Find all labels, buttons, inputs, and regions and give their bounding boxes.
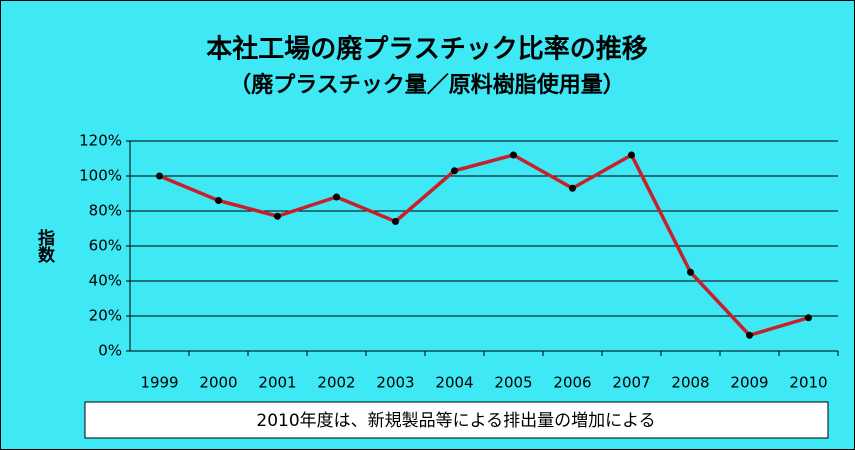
y-axis-label: 指数 [34, 228, 55, 264]
y-tick-label: 40% [89, 272, 122, 290]
marker [510, 151, 517, 159]
marker [569, 184, 576, 192]
y-tick-label: 20% [89, 307, 122, 325]
x-tick-label: 2000 [199, 374, 237, 392]
marker [333, 193, 340, 201]
marker [687, 268, 694, 276]
y-tick-label: 60% [89, 237, 122, 255]
y-tick-label: 120% [79, 132, 122, 150]
annotation: 2010年度は、新規製品等による排出量の増加による [256, 411, 655, 431]
x-tick-label: 1999 [140, 374, 178, 392]
x-tick-label: 2005 [494, 374, 532, 392]
marker [746, 331, 753, 339]
y-tick-label: 100% [79, 167, 122, 185]
x-tick-label: 2008 [671, 374, 709, 392]
marker [451, 167, 458, 175]
x-tick-label: 2010 [789, 374, 827, 392]
marker [274, 212, 281, 220]
marker [805, 314, 812, 322]
chart-title: 本社工場の廃プラスチック比率の推移 [206, 34, 647, 65]
x-tick-label: 2009 [730, 374, 768, 392]
marker [156, 172, 163, 180]
y-tick-label: 80% [89, 202, 122, 220]
marker [392, 218, 399, 225]
x-tick-label: 2006 [553, 374, 591, 392]
line [158, 153, 809, 337]
x-tick-label: 2001 [258, 374, 296, 392]
marker [628, 151, 635, 159]
x-tick-label: 2004 [435, 374, 473, 392]
x-tick-label: 2003 [376, 374, 414, 392]
marker [215, 197, 222, 204]
x-tick-label: 2002 [317, 374, 355, 392]
chart-subtitle: （廃プラスチック量／原料樹脂使用量） [229, 72, 625, 98]
annotation-box [84, 401, 829, 439]
x-tick-label: 2007 [612, 374, 650, 392]
y-tick-label: 0% [98, 342, 122, 360]
